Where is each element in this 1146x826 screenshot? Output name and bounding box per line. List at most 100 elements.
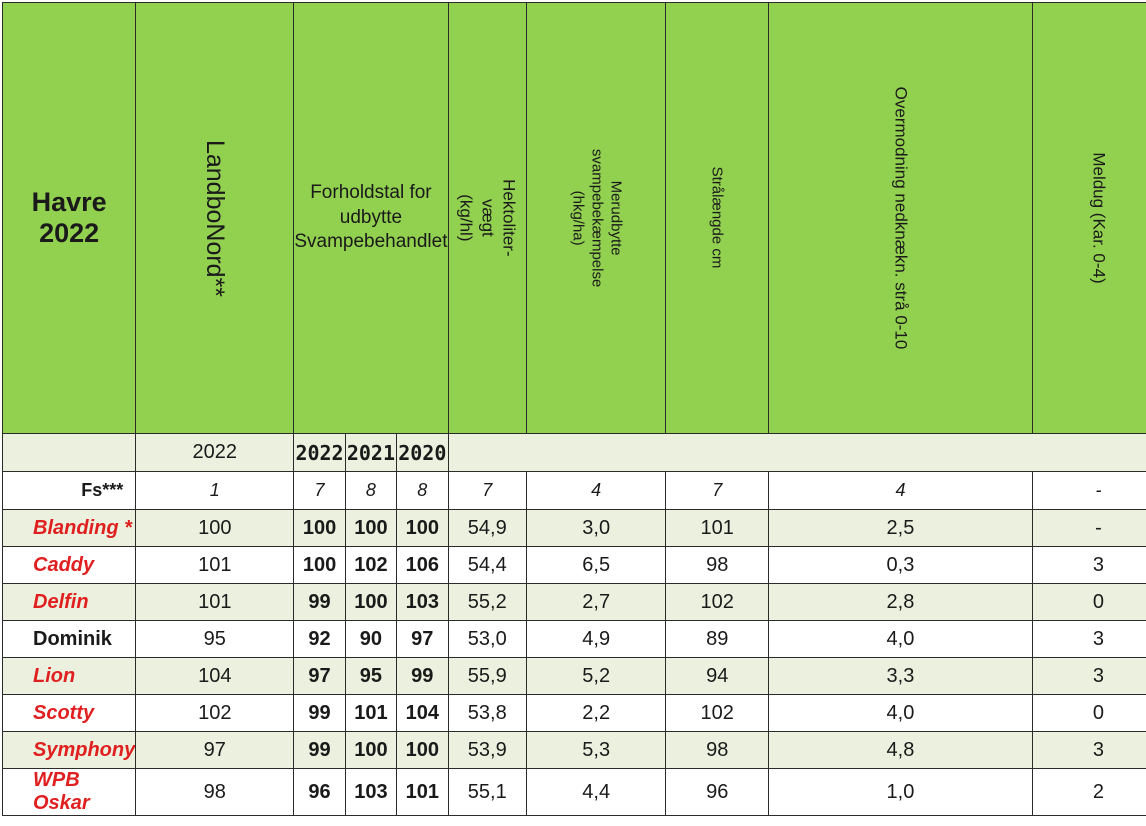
table-cell: 101 <box>665 509 770 547</box>
table-cell: 6,5 <box>525 546 667 584</box>
table-cell: 100 <box>135 509 295 547</box>
table-row: WPB Oskar 98 96 103 101 55,1 4,4 96 1,0 2 <box>1 768 1146 816</box>
variety-name: WPB Oskar <box>1 768 137 816</box>
table-cell: - <box>1031 509 1146 547</box>
table-cell: 99 <box>396 657 449 695</box>
table-cell: 2 <box>1031 768 1146 816</box>
table-cell: 3,3 <box>768 657 1033 695</box>
hektoliter-header: Hektoliter-vægt (kg/hl) <box>447 2 527 434</box>
table-row: Dominik 95 92 90 97 53,0 4,9 89 4,0 3 <box>1 620 1146 658</box>
table-cell: 99 <box>293 731 346 769</box>
table-cell: 102 <box>135 694 295 732</box>
table-cell: 3 <box>1031 546 1146 584</box>
year-2020: 2020 <box>396 433 449 472</box>
fs-row: Fs*** 1 7 8 8 7 4 7 4 - <box>1 471 1146 510</box>
hektoliter-line2: (kg/hl) <box>456 194 476 242</box>
table-cell: 100 <box>344 731 398 769</box>
table-cell: 55,2 <box>447 583 527 621</box>
table-cell: 92 <box>293 620 346 658</box>
table-cell: 53,8 <box>447 694 527 732</box>
year-2021: 2021 <box>344 433 398 472</box>
fs-value: 1 <box>135 471 295 510</box>
table-cell: 2,5 <box>768 509 1033 547</box>
title-header: Havre 2022 <box>1 2 137 434</box>
variety-name: Delfin <box>1 583 137 621</box>
table-cell: 89 <box>665 620 770 658</box>
table-cell: 98 <box>665 731 770 769</box>
table-row: Scotty 102 99 101 104 53,8 2,2 102 4,0 0 <box>1 694 1146 732</box>
hektoliter-line1: Hektoliter-vægt <box>477 179 519 257</box>
table-cell: 53,9 <box>447 731 527 769</box>
forholdstal-label: Forholdstal for udbytte Svampebehandlet <box>294 181 448 255</box>
table-cell: 4,9 <box>525 620 667 658</box>
variety-name: Blanding * <box>1 509 137 547</box>
table-cell: 0,3 <box>768 546 1033 584</box>
table-cell: 3 <box>1031 731 1146 769</box>
table-cell: 98 <box>665 546 770 584</box>
hektoliter-label: Hektoliter-vægt (kg/hl) <box>455 179 519 256</box>
table-cell: 4,4 <box>525 768 667 816</box>
table-title: Havre 2022 <box>31 187 107 248</box>
overmodning-label: Overmodning nedknækn. strå 0-10 <box>891 86 911 350</box>
header-row: Havre 2022 LandboNord** Forholdstal for … <box>1 2 1146 434</box>
table-cell: 97 <box>293 657 346 695</box>
fs-value: 4 <box>525 471 667 510</box>
table-cell: 3,0 <box>525 509 667 547</box>
table-cell: 4,0 <box>768 620 1033 658</box>
table-cell: 3 <box>1031 657 1146 695</box>
table-cell: 103 <box>344 768 398 816</box>
table-cell: 95 <box>135 620 295 658</box>
merudbytte-line2: svampebekæmpelse (hkg/ha) <box>569 148 606 288</box>
table-cell: 102 <box>665 583 770 621</box>
table-cell: 94 <box>665 657 770 695</box>
table-cell: 2,7 <box>525 583 667 621</box>
table-cell: 104 <box>396 694 449 732</box>
table-row: Lion 104 97 95 99 55,9 5,2 94 3,3 3 <box>1 657 1146 695</box>
table-cell: 100 <box>396 731 449 769</box>
variety-name: Scotty <box>1 694 137 732</box>
table-cell: 101 <box>135 583 295 621</box>
forholdstal-line3: Svampebehandlet <box>294 231 448 253</box>
forholdstal-line2: udbytte <box>339 206 403 228</box>
table-cell: 55,1 <box>447 768 527 816</box>
fs-label: Fs*** <box>1 471 137 510</box>
table-cell: 53,0 <box>447 620 527 658</box>
year-2022: 2022 <box>293 433 346 472</box>
table-cell: 100 <box>344 583 398 621</box>
table-cell: 96 <box>293 768 346 816</box>
variety-name: Symphony <box>1 731 137 769</box>
table-cell: 0 <box>1031 694 1146 732</box>
straalaengde-label: Strålængde cm <box>708 166 726 269</box>
merudbytte-label: Merudbytte svampebekæmpelse (hkg/ha) <box>568 148 625 288</box>
table-cell: 99 <box>293 694 346 732</box>
straalaengde-header: Strålængde cm <box>665 2 770 434</box>
landbonord-header: LandboNord** <box>135 2 295 434</box>
table-cell: 0 <box>1031 583 1146 621</box>
forholdstal-line1: Forholdstal for <box>310 181 432 203</box>
fs-value: 7 <box>665 471 770 510</box>
variety-name: Lion <box>1 657 137 695</box>
table-cell: 96 <box>665 768 770 816</box>
table-cell: 4,8 <box>768 731 1033 769</box>
table-row: Caddy 101 100 102 106 54,4 6,5 98 0,3 3 <box>1 546 1146 584</box>
table-cell: 101 <box>135 546 295 584</box>
table-cell: 106 <box>396 546 449 584</box>
table-cell: 2,8 <box>768 583 1033 621</box>
table-cell: 54,4 <box>447 546 527 584</box>
fs-value: 7 <box>293 471 346 510</box>
table-cell: 100 <box>344 509 398 547</box>
table-cell: 54,9 <box>447 509 527 547</box>
table-cell: 100 <box>396 509 449 547</box>
meldug-label: Meldug (Kar. 0-4) <box>1089 152 1109 284</box>
table-cell: 97 <box>135 731 295 769</box>
year-row-blank-right <box>447 433 1146 472</box>
year-row: 2022 2022 2021 2020 <box>1 433 1146 472</box>
table-cell: 90 <box>344 620 398 658</box>
table-cell: 97 <box>396 620 449 658</box>
table-cell: 103 <box>396 583 449 621</box>
table-cell: 100 <box>293 546 346 584</box>
fs-value: 4 <box>768 471 1033 510</box>
table-cell: 4,0 <box>768 694 1033 732</box>
table-row: Delfin 101 99 100 103 55,2 2,7 102 2,8 0 <box>1 583 1146 621</box>
